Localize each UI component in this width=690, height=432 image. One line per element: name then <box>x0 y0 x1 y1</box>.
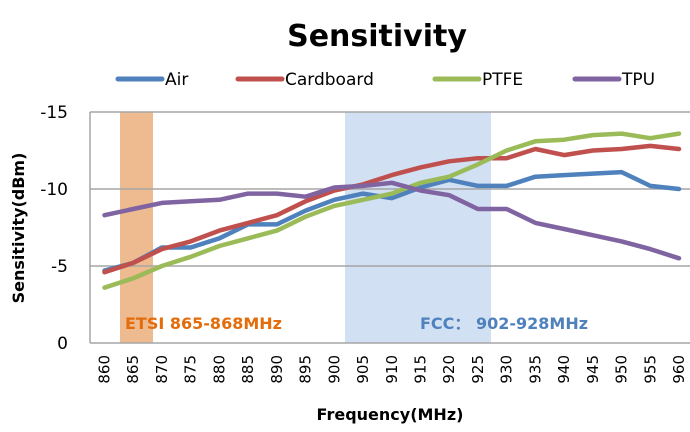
x-tick-label: 885 <box>239 355 257 384</box>
legend-label-ptfe: PTFE <box>482 70 523 90</box>
x-tick-label: 960 <box>670 355 688 384</box>
x-tick-label: 910 <box>383 355 401 384</box>
x-tick-label: 920 <box>440 355 458 384</box>
x-tick-label: 905 <box>354 355 372 384</box>
x-tick-label: 940 <box>555 355 573 384</box>
x-axis-title: Frequency(MHz) <box>317 405 464 424</box>
y-axis-title: Sensitivity(dBm) <box>9 153 28 304</box>
x-tick-label: 925 <box>469 355 487 384</box>
series-line-tpu <box>102 180 682 261</box>
x-tick-label: 935 <box>526 355 544 384</box>
band-labels: ETSI 865-868MHz FCC： 902-928MHz <box>125 314 588 333</box>
x-tick-label: 930 <box>498 355 516 384</box>
x-tick-label: 865 <box>124 355 142 384</box>
legend-label-cardboard: Cardboard <box>285 70 374 90</box>
series-line-cardboard <box>102 143 682 275</box>
legend-label-air: Air <box>165 70 188 90</box>
x-tick-label: 955 <box>641 355 659 384</box>
x-tick-label: 945 <box>584 355 602 384</box>
y-axis-ticks: 0 -5 -10 -15 <box>40 103 68 354</box>
y-tick-label: -5 <box>51 257 68 277</box>
gridlines <box>89 111 690 344</box>
band-label-etsi: ETSI 865-868MHz <box>125 314 282 333</box>
legend-label-tpu: TPU <box>621 70 655 90</box>
series-line-ptfe <box>102 131 682 290</box>
legend: Air Cardboard PTFE TPU <box>115 70 655 90</box>
x-tick-label: 950 <box>613 355 631 384</box>
x-tick-label: 875 <box>182 355 200 384</box>
x-tick-label: 895 <box>297 355 315 384</box>
x-axis-ticks: 860 865 870 875 880 885 890 895 900 905 910 915 920 9… <box>96 355 689 384</box>
x-tick-label: 870 <box>153 355 171 384</box>
x-tick-label: 860 <box>96 355 114 384</box>
y-tick-label: -15 <box>40 103 68 123</box>
series-line-air <box>102 169 682 273</box>
series-lines <box>102 131 682 290</box>
y-tick-label: 0 <box>57 334 68 354</box>
band-label-fcc: FCC： 902-928MHz <box>420 314 588 333</box>
x-tick-label: 880 <box>210 355 228 384</box>
x-tick-label: 900 <box>325 355 343 384</box>
x-tick-label: 890 <box>268 355 286 384</box>
chart-title: Sensitivity <box>287 19 467 54</box>
y-tick-label: -10 <box>40 180 68 200</box>
band-etsi <box>120 112 153 343</box>
highlight-bands <box>120 112 491 343</box>
band-fcc <box>345 112 491 343</box>
x-tick-label: 915 <box>411 355 429 384</box>
